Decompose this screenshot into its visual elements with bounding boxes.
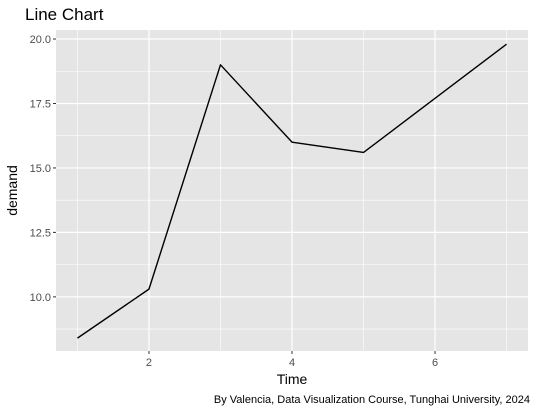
x-tick-label: 4 — [289, 357, 295, 369]
y-axis-ticks: 10.0 12.5 15.0 17.5 20.0 — [30, 34, 56, 304]
chart-title: Line Chart — [25, 5, 104, 24]
y-tick-label: 12.5 — [30, 227, 51, 239]
x-axis-ticks: 2 4 6 — [146, 351, 438, 369]
series-line-demand — [77, 43, 507, 339]
y-tick-label: 10.0 — [30, 292, 51, 304]
y-axis-title: demand — [4, 165, 20, 216]
y-tick-label: 20.0 — [30, 34, 51, 46]
chart-caption: By Valencia, Data Visualization Course, … — [214, 394, 530, 406]
x-tick-label: 2 — [146, 357, 152, 369]
y-tick-label: 17.5 — [30, 98, 51, 110]
y-tick-label: 15.0 — [30, 163, 51, 175]
x-tick-label: 6 — [432, 357, 438, 369]
x-axis-title: Time — [277, 371, 308, 387]
major-gridlines — [56, 30, 528, 351]
